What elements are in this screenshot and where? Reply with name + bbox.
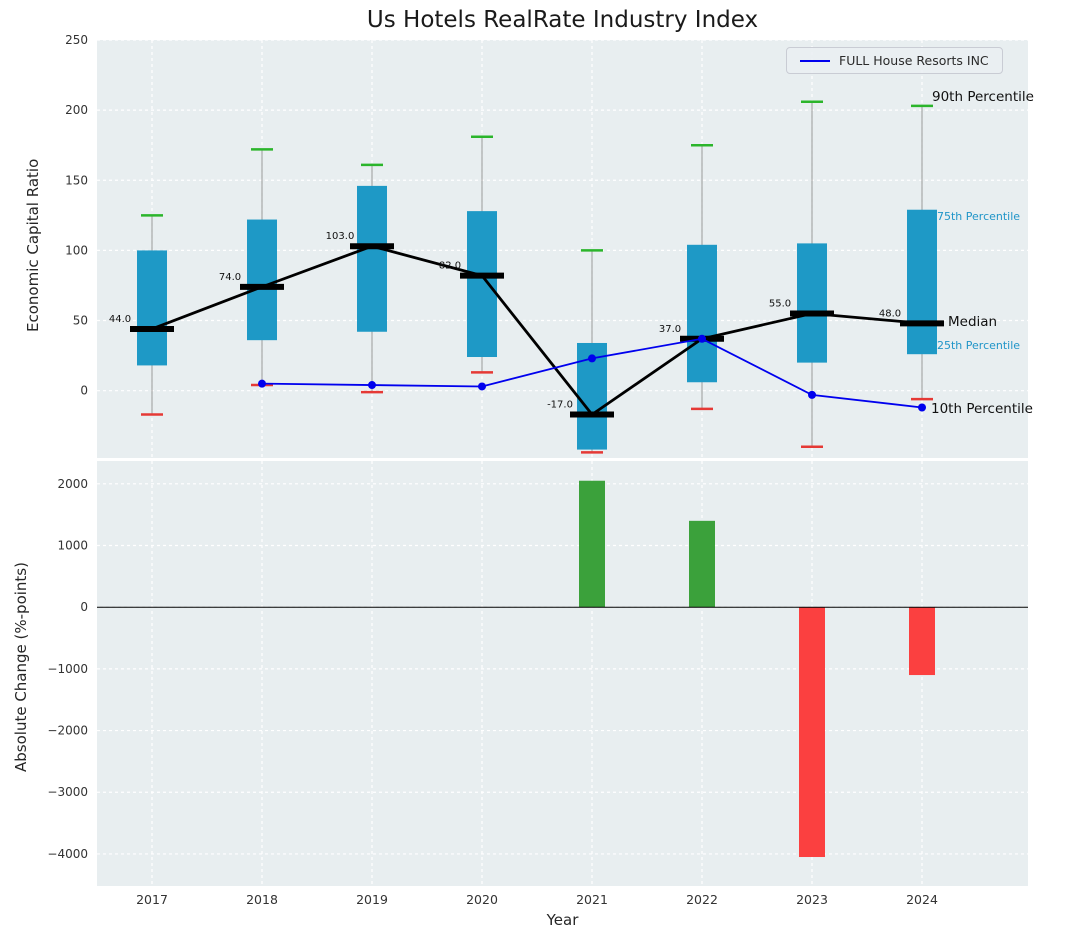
svg-text:100: 100 [65,243,88,257]
svg-text:2024: 2024 [906,892,938,907]
svg-text:2020: 2020 [466,892,498,907]
svg-text:2022: 2022 [686,892,718,907]
svg-text:2023: 2023 [796,892,828,907]
bottom-y-axis-label: Absolute Change (%-points) [12,562,30,772]
svg-text:55.0: 55.0 [769,299,791,310]
svg-text:0: 0 [80,384,88,398]
svg-text:2017: 2017 [136,892,168,907]
annotation-90th-percentile: 90th Percentile [932,89,1034,105]
svg-text:1000: 1000 [57,539,88,553]
axis-tick-labels: 0 50 100 150 200 250 −4000 −3000 −2000 −1000 0 1000… [47,33,938,907]
legend-line-swatch [800,59,830,62]
svg-text:250: 250 [65,33,88,47]
svg-text:2018: 2018 [246,892,278,907]
x-axis-label: Year [546,911,579,929]
svg-text:2021: 2021 [576,892,608,907]
svg-text:0: 0 [80,600,88,614]
svg-text:44.0: 44.0 [109,314,131,325]
chart-title: Us Hotels RealRate Industry Index [366,7,759,33]
svg-text:103.0: 103.0 [326,231,355,242]
svg-text:−1000: −1000 [47,662,88,676]
svg-text:82.0: 82.0 [439,261,461,272]
top-y-axis-label: Economic Capital Ratio [24,158,42,332]
svg-text:150: 150 [65,173,88,187]
legend: FULL House Resorts INC [786,47,1003,74]
annotation-10th-percentile: 10th Percentile [931,401,1033,417]
annotation-75th-percentile: 75th Percentile [937,210,1021,223]
svg-text:48.0: 48.0 [879,308,901,319]
svg-text:2000: 2000 [57,477,88,491]
svg-text:2019: 2019 [356,892,388,907]
percentile-boxes [137,100,937,454]
change-bars [97,480,1028,858]
median-line: 44.0 74.0 103.0 82.0 -17.0 37.0 55.0 48.0 [109,231,944,418]
svg-text:37.0: 37.0 [659,324,681,335]
svg-text:74.0: 74.0 [219,272,241,283]
annotation-median: Median [948,314,998,330]
svg-text:−2000: −2000 [47,724,88,738]
company-line [258,334,926,412]
svg-text:50: 50 [73,314,88,328]
svg-text:−4000: −4000 [47,847,88,861]
annotation-25th-percentile: 25th Percentile [937,339,1021,352]
legend-label: FULL House Resorts INC [839,53,989,68]
panel-backgrounds [97,40,1028,886]
svg-text:−3000: −3000 [47,785,88,799]
svg-text:200: 200 [65,103,88,117]
svg-text:-17.0: -17.0 [547,400,573,411]
